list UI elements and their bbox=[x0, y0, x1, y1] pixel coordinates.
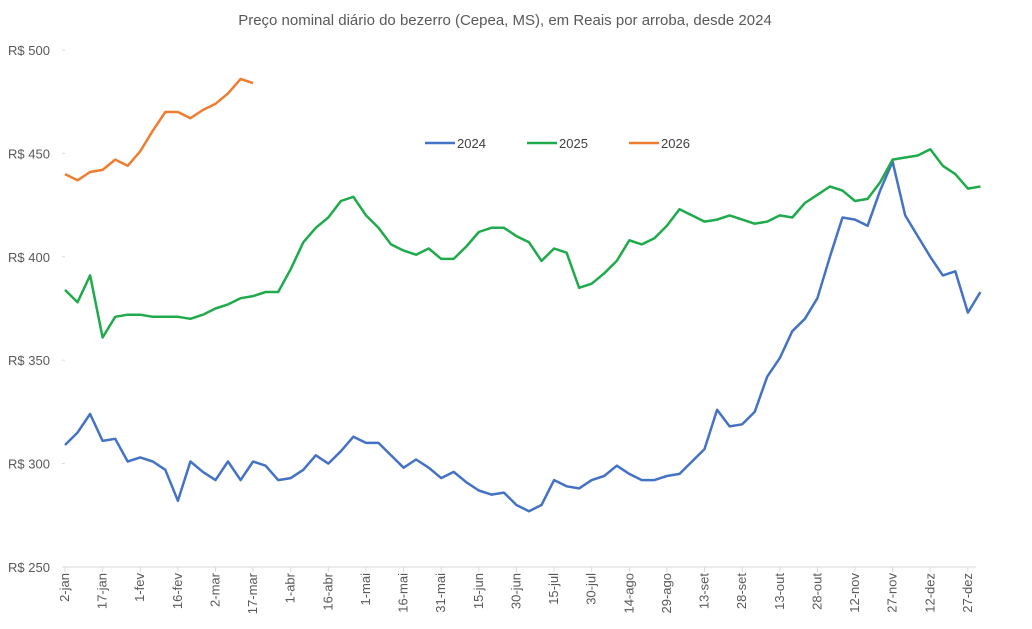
y-tick-label: R$ 450 bbox=[8, 146, 50, 161]
x-tick-label: 15-jun bbox=[471, 573, 486, 609]
x-tick-label: 1-mai bbox=[358, 573, 373, 606]
x-tick-label: 17-jan bbox=[95, 573, 110, 609]
series-line bbox=[64, 160, 982, 513]
x-tick-label: 12-dez bbox=[922, 573, 937, 613]
x-tick-label: 28-set bbox=[734, 573, 749, 610]
legend-label: 2024 bbox=[457, 136, 486, 151]
x-tick-label: 14-ago bbox=[621, 573, 636, 613]
x-tick-label: 27-dez bbox=[960, 573, 975, 613]
x-tick-label: 29-ago bbox=[659, 573, 674, 613]
x-tick-label: 2-jan bbox=[57, 573, 72, 602]
y-tick-label: R$ 300 bbox=[8, 457, 50, 472]
x-tick-label: 15-jul bbox=[546, 573, 561, 605]
legend-label: 2026 bbox=[661, 136, 690, 151]
y-tick-label: R$ 250 bbox=[8, 560, 50, 575]
y-tick-label: R$ 350 bbox=[8, 353, 50, 368]
chart-title: Preço nominal diário do bezerro (Cepea, … bbox=[238, 12, 772, 29]
legend-label: 2025 bbox=[559, 136, 588, 151]
series-line bbox=[64, 148, 981, 339]
x-tick-label: 31-mai bbox=[433, 573, 448, 613]
x-tick-label: 13-out bbox=[772, 573, 787, 610]
x-tick-label: 16-abr bbox=[320, 572, 335, 610]
y-tick-label: R$ 400 bbox=[8, 250, 50, 265]
x-tick-label: 28-out bbox=[809, 573, 824, 610]
x-tick-label: 13-set bbox=[697, 573, 712, 610]
x-tick-label: 27-nov bbox=[885, 573, 900, 613]
x-tick-label: 30-jun bbox=[508, 573, 523, 609]
series-line bbox=[64, 77, 254, 182]
x-tick-label: 2-mar bbox=[207, 572, 222, 607]
x-tick-label: 1-abr bbox=[283, 572, 298, 603]
x-tick-label: 1-fev bbox=[132, 573, 147, 602]
x-tick-label: 17-mar bbox=[245, 572, 260, 614]
x-tick-label: 30-jul bbox=[584, 573, 599, 605]
x-tick-label: 16-fev bbox=[170, 573, 185, 610]
y-tick-label: R$ 500 bbox=[8, 43, 50, 58]
x-tick-label: 12-nov bbox=[847, 573, 862, 613]
x-tick-label: 16-mai bbox=[396, 573, 411, 613]
